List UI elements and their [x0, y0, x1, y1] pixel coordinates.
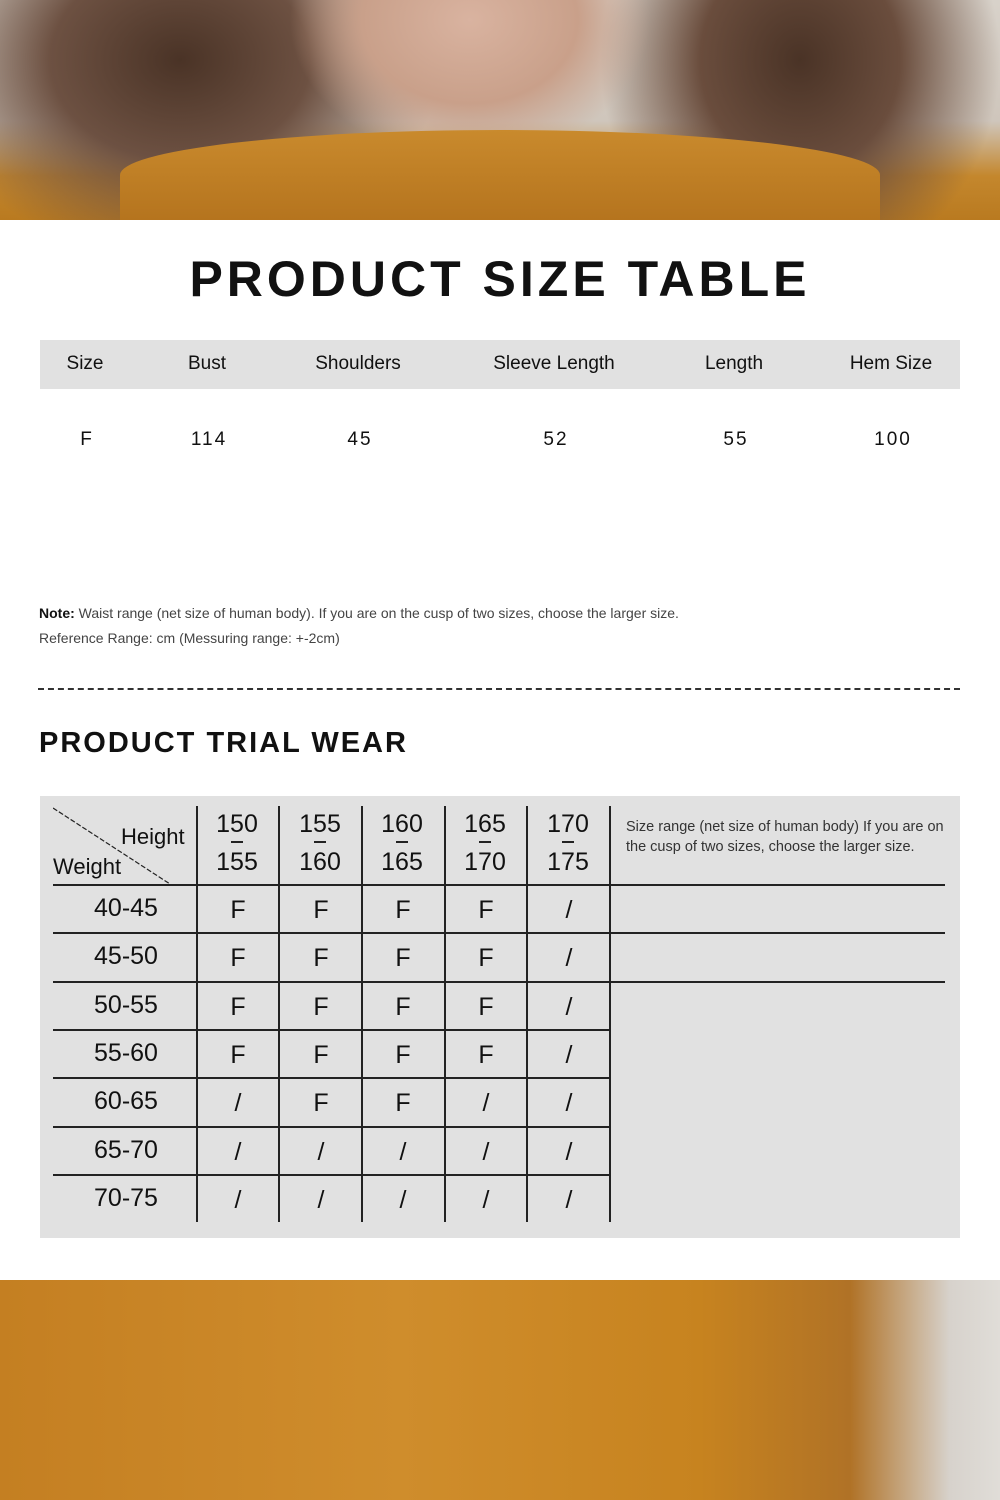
recommended-size: / [317, 1137, 325, 1166]
height-range-end: 165 [381, 848, 423, 876]
weight-range: 50-55 [94, 990, 158, 1019]
reference-range: Reference Range: cm (Messuring range: +-… [39, 630, 340, 646]
height-range-start: 160 [381, 810, 423, 838]
recommended-size: F [478, 1040, 494, 1069]
column-divider [278, 806, 280, 1223]
model-photo-top [0, 0, 1000, 220]
recommended-size: / [482, 1137, 490, 1166]
height-range-start: 165 [464, 810, 506, 838]
height-label: Height [121, 824, 185, 849]
column-divider [444, 806, 446, 1223]
recommended-size: / [565, 1137, 573, 1166]
size-header-cell: Size [66, 353, 104, 374]
recommended-size: F [230, 992, 246, 1021]
size-value-cell: 100 [874, 429, 912, 450]
row-divider [53, 1028, 609, 1031]
recommended-size: F [313, 944, 329, 973]
size-value-cell: 55 [723, 429, 749, 450]
height-range-start: 155 [299, 810, 341, 838]
height-range-end: 155 [216, 848, 258, 876]
recommended-size: F [313, 1040, 329, 1069]
column-divider [196, 806, 198, 1223]
size-value-cell: 52 [543, 429, 569, 450]
recommended-size: / [317, 1185, 325, 1214]
recommended-size: / [234, 1185, 242, 1214]
recommended-size: F [313, 896, 329, 924]
height-range-dash [231, 841, 243, 843]
size-header-cell: Bust [187, 353, 227, 374]
weight-range: 65-70 [94, 1135, 158, 1164]
recommended-size: / [234, 1137, 242, 1166]
weight-range: 45-50 [94, 942, 158, 971]
recommended-size: / [565, 1040, 573, 1069]
size-value-cell: F [80, 429, 94, 450]
recommended-size: F [478, 992, 494, 1021]
recommended-size: F [230, 1040, 246, 1069]
row-divider [53, 932, 945, 935]
trial-wear-table: Height Weight Size range (net size of hu… [40, 796, 960, 1238]
recommended-size: F [230, 896, 246, 924]
size-table-header [40, 340, 960, 389]
recommended-size: / [399, 1137, 407, 1166]
recommended-size: / [565, 1089, 573, 1118]
dashed-divider [38, 688, 960, 690]
height-range-dash [396, 841, 408, 843]
size-note: Note: Waist range (net size of human bod… [39, 605, 679, 621]
size-value-cell: 114 [190, 429, 228, 450]
weight-range: 70-75 [94, 1183, 158, 1212]
recommended-size: F [230, 944, 246, 973]
recommended-size: / [565, 992, 573, 1021]
height-range-start: 150 [216, 810, 258, 838]
height-range-dash [314, 841, 326, 843]
weight-range: 55-60 [94, 1038, 158, 1067]
recommended-size: / [234, 1089, 242, 1118]
height-range-start: 170 [547, 810, 589, 838]
height-range-dash [479, 841, 491, 843]
size-header-cell: Length [704, 353, 764, 374]
row-divider [53, 1077, 609, 1080]
recommended-size: F [395, 944, 411, 973]
side-note: Size range (net size of human body) If y… [626, 819, 944, 855]
recommended-size: / [482, 1185, 490, 1214]
weight-range: 40-45 [94, 894, 158, 922]
note-label: Note: [39, 605, 75, 621]
trial-wear-title: PRODUCT TRIAL WEAR [39, 727, 408, 759]
height-range-end: 175 [547, 848, 589, 876]
size-header-cell: Sleeve Length [493, 353, 615, 374]
weight-range: 60-65 [94, 1087, 158, 1116]
recommended-size: F [395, 1040, 411, 1069]
recommended-size: F [395, 1089, 411, 1118]
corner-diagonal [53, 807, 171, 885]
recommended-size: F [395, 992, 411, 1021]
recommended-size: F [478, 944, 494, 973]
column-divider [361, 806, 363, 1223]
row-divider [53, 980, 945, 983]
size-header-cell: Hem Size [849, 353, 933, 374]
column-divider [526, 806, 528, 1223]
height-range-end: 160 [299, 848, 341, 876]
recommended-size: F [395, 896, 411, 924]
recommended-size: / [565, 896, 573, 924]
height-range-end: 170 [464, 848, 506, 876]
height-range-dash [562, 841, 574, 843]
recommended-size: F [313, 992, 329, 1021]
row-divider [53, 884, 945, 886]
row-divider [53, 1125, 609, 1128]
model-photo-bottom [0, 1280, 1000, 1500]
recommended-size: F [478, 896, 494, 924]
note-text: Waist range (net size of human body). If… [74, 605, 679, 621]
recommended-size: / [482, 1089, 490, 1118]
page-title: PRODUCT SIZE TABLE [189, 251, 811, 307]
size-value-cell: 45 [347, 429, 373, 450]
size-header-cell: Shoulders [315, 353, 401, 374]
recommended-size: / [399, 1185, 407, 1214]
row-divider [53, 1173, 609, 1176]
column-divider [609, 806, 611, 1223]
sweater-collar [120, 130, 880, 220]
weight-label: Weight [53, 854, 122, 879]
recommended-size: / [565, 944, 573, 973]
recommended-size: / [565, 1185, 573, 1214]
recommended-size: F [313, 1089, 329, 1118]
